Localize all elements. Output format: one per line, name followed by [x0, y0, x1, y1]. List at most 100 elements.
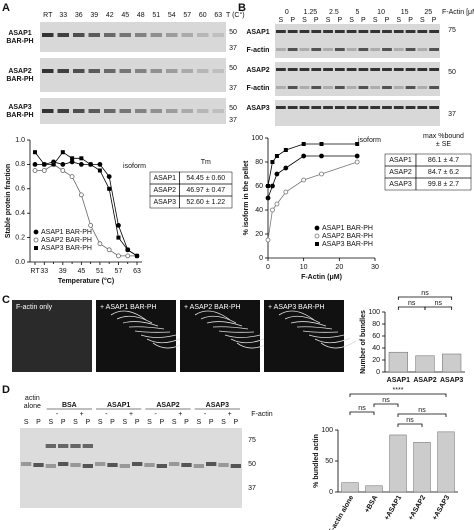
group-label: BSA: [62, 402, 77, 409]
band: [104, 33, 116, 37]
marker: [69, 174, 75, 180]
legend-label: ASAP3 BAR-PH: [322, 241, 373, 248]
x-tick-label: +ASAP3: [432, 494, 452, 521]
bar: [415, 355, 435, 373]
band: [276, 48, 286, 51]
band: [42, 33, 54, 37]
band: [206, 462, 217, 466]
unit-label: T (C°): [226, 11, 245, 19]
condition-label: -: [56, 411, 59, 418]
band: [135, 33, 147, 37]
marker: [135, 253, 139, 258]
y-tick-label: 20: [255, 231, 263, 238]
band: [346, 86, 357, 89]
band: [393, 48, 404, 51]
lane-label: 0: [285, 9, 289, 16]
band: [21, 462, 32, 466]
lane-label: 51: [152, 12, 160, 19]
band: [311, 86, 322, 89]
x-tick-label: 45: [77, 268, 85, 275]
marker: [60, 168, 66, 173]
legend-label: ASAP3 BAR-PH: [41, 245, 92, 252]
marker: [116, 222, 121, 228]
marker: [97, 161, 103, 167]
table-cell-text: ASAP2: [153, 187, 176, 194]
band: [45, 464, 56, 468]
band: [405, 68, 416, 71]
gel: [275, 24, 440, 58]
lane-label: 63: [214, 12, 222, 19]
series-line: [267, 143, 358, 187]
group-label: ASAP2: [156, 402, 179, 409]
condition-label: -: [105, 411, 108, 418]
band: [150, 109, 162, 113]
band: [323, 106, 333, 109]
band: [88, 69, 100, 73]
y-tick-label: 0.4: [15, 210, 25, 217]
marker: [265, 195, 271, 201]
row-label: ASAP3: [8, 104, 31, 111]
x-tick-label: RT: [30, 268, 40, 275]
band: [212, 109, 224, 113]
table-cell-text: 99.8 ± 2.7: [428, 181, 459, 188]
band: [405, 86, 416, 89]
fraction-label: S: [396, 17, 401, 24]
lane-label: 10: [377, 9, 385, 16]
band: [287, 30, 298, 33]
fraction-label: S: [48, 419, 53, 426]
band: [417, 86, 428, 89]
marker: [270, 207, 275, 213]
marker: [125, 247, 130, 252]
micrograph: [264, 300, 344, 372]
band: [299, 30, 310, 33]
band: [144, 463, 155, 467]
band: [429, 68, 439, 71]
band: [82, 464, 93, 468]
bundle: [224, 334, 261, 338]
band: [370, 86, 381, 89]
lane-label: 48: [137, 12, 145, 19]
band: [150, 33, 162, 37]
y-tick-label: 0.2: [15, 234, 25, 241]
panel-letter: C: [2, 294, 10, 306]
significance-bracket: [397, 296, 453, 300]
significance-bracket: [349, 393, 447, 397]
band: [334, 48, 345, 51]
band: [276, 30, 286, 33]
marker: [274, 171, 280, 177]
fraction-label: S: [172, 419, 177, 426]
row-label: ASAP2: [246, 67, 269, 74]
y-tick-label: 20: [372, 357, 380, 364]
bar: [442, 353, 462, 373]
lane-label: 25: [424, 9, 432, 16]
fraction-label: P: [110, 419, 115, 426]
y-tick-label: 0: [259, 255, 263, 262]
marker: [78, 161, 84, 167]
significance-bracket: [397, 423, 423, 427]
bundle: [314, 337, 351, 344]
lane-label: 1.25: [304, 9, 318, 16]
band: [311, 68, 322, 71]
bar: [341, 482, 359, 493]
fraction-label: P: [337, 17, 342, 24]
group-label: ASAP1: [107, 402, 130, 409]
significance-bracket: [349, 411, 375, 415]
band: [405, 106, 416, 109]
fraction-label: P: [61, 419, 66, 426]
significance-bracket: [397, 413, 447, 417]
marker: [51, 162, 56, 167]
table-cell-text: 52.60 ± 1.22: [186, 199, 225, 206]
panel-letter: A: [2, 2, 10, 14]
mw-label: 37: [229, 85, 237, 92]
lane-label: 33: [59, 12, 67, 19]
marker: [60, 161, 66, 167]
bundle: [308, 334, 345, 338]
band: [156, 464, 167, 468]
significance-label: ns: [435, 300, 443, 307]
bundle: [278, 310, 315, 321]
y-tick-label: 0.0: [15, 259, 25, 266]
mw-label: 50: [229, 65, 237, 72]
band: [276, 68, 286, 71]
table-cell-text: 54.45 ± 0.60: [186, 175, 225, 182]
band: [299, 48, 310, 51]
